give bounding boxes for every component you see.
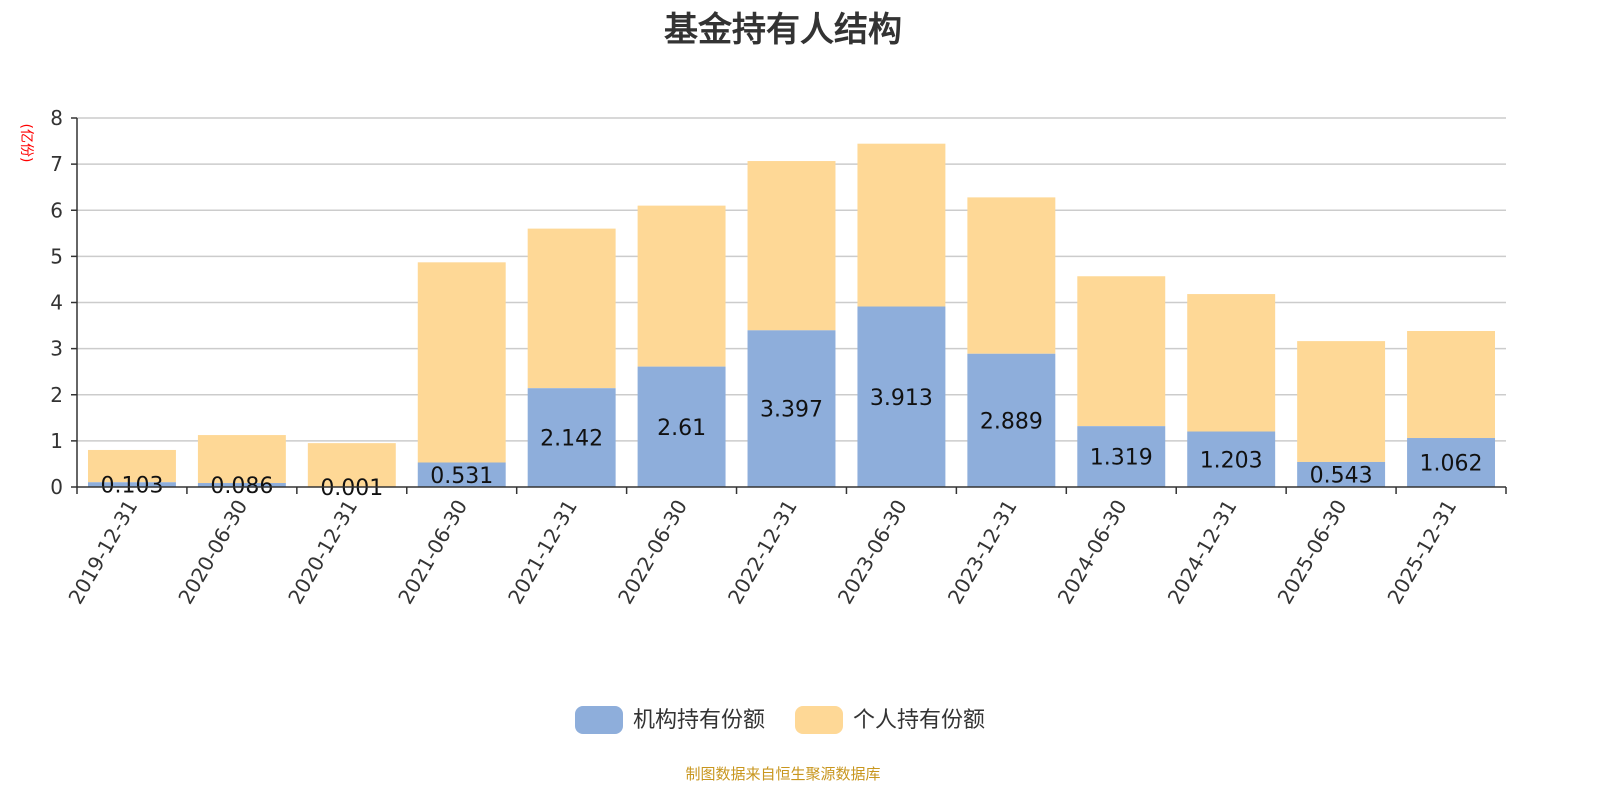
y-tick-label: 6 [50,198,63,222]
legend-item-institutional[interactable]: 机构持有份额 [575,706,765,734]
x-tick-label: 2023-12-31 [943,496,1022,609]
bar-individual [1297,341,1386,462]
bar-value-label: 1.319 [1090,446,1153,471]
bar-institutional [1187,431,1276,487]
bar-institutional [527,388,616,487]
bar-institutional [1297,461,1386,487]
bars-layer [87,143,1496,487]
x-tick-label: 2024-12-31 [1163,496,1242,609]
y-tick-label: 1 [50,429,63,453]
y-axis-unit-label: (亿份) [18,124,34,163]
x-tick-label: 2021-06-30 [393,496,472,609]
bar-institutional [1407,438,1496,487]
bar-institutional [197,483,286,487]
bar-institutional [967,353,1056,487]
x-tick-label: 2024-06-30 [1053,496,1132,609]
x-tick-label: 2022-12-31 [723,496,802,609]
bar-value-label: 2.889 [980,409,1043,434]
y-tick-label: 4 [50,291,63,315]
y-tick-label: 3 [50,337,63,361]
bar-value-label: 0.001 [320,476,383,501]
bar-individual [967,197,1056,354]
source-note: 制图数据来自恒生聚源数据库 [685,765,881,783]
bar-individual [527,228,616,389]
bar-value-label: 2.142 [540,427,603,452]
bar-individual [197,435,286,484]
bar-institutional [1077,426,1166,487]
y-tick-label: 0 [50,475,63,499]
y-tick-label: 7 [50,152,63,176]
bar-individual [637,205,726,367]
x-tick-label: 2025-06-30 [1273,496,1352,609]
bar-value-label: 0.103 [100,474,163,499]
legend[interactable]: 机构持有份额 个人持有份额 [575,706,985,734]
bar-value-label: 3.913 [870,386,933,411]
x-tick-label: 2019-12-31 [63,496,142,609]
legend-label: 个人持有份额 [853,708,985,733]
bar-individual [857,143,946,307]
bar-institutional [87,482,176,487]
bar-value-label: 0.531 [430,464,493,489]
bar-institutional [417,462,506,487]
bar-institutional [857,306,946,487]
bar-individual [417,262,506,463]
bar-value-label: 1.062 [1420,452,1483,477]
bar-individual [87,449,176,483]
x-tick-label: 2022-06-30 [613,496,692,609]
y-tick-label: 8 [50,106,63,130]
bar-individual [1407,331,1496,439]
bar-individual [1187,294,1276,432]
chart-title: 基金持有人结构 [664,10,902,50]
bar-institutional [637,366,726,487]
x-tick-label: 2021-12-31 [503,496,582,609]
legend-item-individual[interactable]: 个人持有份额 [795,706,985,734]
legend-label: 机构持有份额 [633,708,765,733]
y-tick-label: 5 [50,244,63,268]
bar-value-label: 2.61 [657,416,706,441]
bar-individual [747,161,836,331]
bar-value-label: 1.203 [1200,448,1263,473]
y-tick-label: 2 [50,383,63,407]
x-tick-label: 2020-12-31 [283,496,362,609]
bar-value-label: 3.397 [760,398,823,423]
bar-individual [1077,276,1166,427]
bar-individual [307,443,396,487]
bar-institutional [747,330,836,487]
legend-swatch [795,706,843,734]
x-tick-label: 2020-06-30 [173,496,252,609]
x-tick-label: 2025-12-31 [1382,496,1461,609]
bar-value-label: 0.543 [1310,463,1373,488]
x-tick-label: 2023-06-30 [833,496,912,609]
legend-swatch [575,706,623,734]
